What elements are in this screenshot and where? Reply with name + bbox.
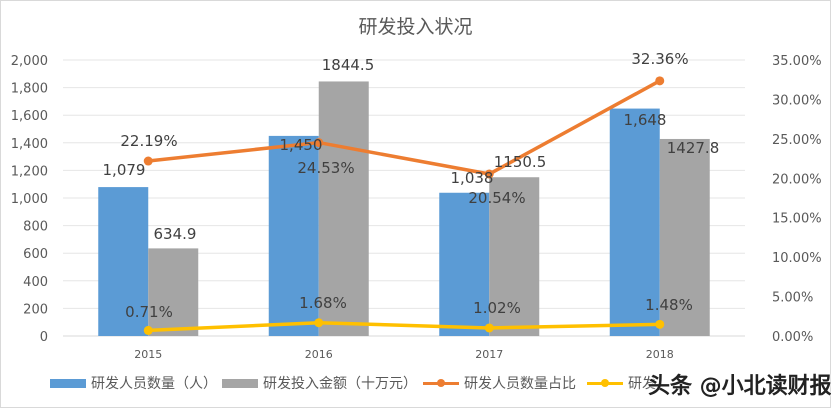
data-label: 1,038: [451, 169, 494, 187]
data-label: 1427.8: [667, 139, 720, 157]
data-label: 1.68%: [299, 294, 347, 312]
data-point-marker: [143, 325, 153, 335]
bar: [98, 187, 149, 336]
legend-swatch-gray: [222, 378, 258, 388]
bar-series: [98, 81, 710, 337]
data-label: 20.54%: [468, 189, 525, 207]
legend-item-investment-ratio[interactable]: 研发: [587, 372, 656, 394]
data-label: 1844.5: [322, 56, 375, 74]
left-tick-label: 800: [23, 220, 48, 235]
legend-label: 研发人员数量（人）: [91, 376, 217, 392]
left-tick-label: 2,000: [11, 54, 48, 69]
data-label: 1,450: [280, 136, 323, 154]
data-label: 0.71%: [125, 303, 173, 321]
bar: [268, 135, 319, 336]
bar: [318, 81, 369, 336]
right-axis-ticks: 0.00% 5.00% 10.00% 15.00% 20.00% 25.00% 30.00%…: [772, 54, 822, 345]
line-series: [143, 76, 665, 335]
x-axis-label: 2018: [646, 348, 674, 361]
left-axis-ticks: 0 200 400 600 800 1,000 1,200 1,400 1,600 1,800 2,…: [11, 54, 48, 345]
series-line: [148, 321, 660, 333]
data-labels: 1,079 1,450 1,038 1,648 634.9 1844.5 1150.5 142…: [103, 50, 720, 321]
data-label: 22.19%: [120, 132, 177, 150]
data-point-marker: [655, 319, 665, 329]
left-tick-label: 1,800: [11, 82, 48, 97]
x-axis-label: 2015: [134, 348, 162, 361]
data-label: 1.02%: [473, 299, 521, 317]
right-tick-label: 5.00%: [772, 291, 813, 306]
legend-label: 研发人员数量占比: [464, 376, 576, 392]
legend-swatch-yellow-line: [587, 378, 623, 387]
data-label: 1,648: [624, 111, 667, 129]
data-point-marker: [484, 169, 494, 179]
data-label: 1150.5: [494, 153, 547, 171]
bar: [489, 177, 540, 336]
x-axis-labels: 2015 2016 2017 2018: [134, 348, 674, 361]
legend-item-rd-investment[interactable]: 研发投入金额（十万元）: [222, 372, 417, 394]
data-label: 24.53%: [297, 159, 354, 177]
bar: [659, 138, 710, 336]
left-tick-label: 1,200: [11, 164, 48, 179]
data-point-marker: [314, 138, 324, 148]
bar: [609, 108, 660, 337]
data-point-marker: [655, 76, 665, 86]
legend-label: 研发: [628, 376, 656, 392]
data-label: 1.48%: [645, 296, 693, 314]
left-tick-label: 1,000: [11, 192, 48, 207]
legend-item-staff-ratio[interactable]: 研发人员数量占比: [423, 372, 576, 394]
data-point-marker: [143, 156, 153, 166]
legend-label: 研发投入金额（十万元）: [263, 376, 417, 392]
left-tick-label: 1,600: [11, 109, 48, 124]
left-tick-label: 1,400: [11, 137, 48, 152]
legend-item-rd-staff[interactable]: 研发人员数量（人）: [50, 372, 217, 394]
right-tick-label: 25.00%: [772, 133, 822, 148]
left-tick-label: 0: [40, 330, 48, 345]
series-line: [148, 79, 661, 176]
right-tick-label: 20.00%: [772, 172, 822, 187]
right-tick-label: 35.00%: [772, 54, 822, 69]
legend-swatch-orange-line: [423, 378, 459, 387]
data-label: 634.9: [154, 225, 197, 243]
watermark: 头条 @小北读财报: [648, 374, 831, 399]
bar: [148, 248, 199, 336]
left-tick-label: 400: [23, 275, 48, 290]
legend-swatch-blue: [50, 378, 86, 388]
data-point-marker: [314, 318, 324, 328]
bar: [439, 192, 490, 336]
legend: 研发人员数量（人） 研发投入金额（十万元） 研发人员数量占比 研发: [0, 372, 831, 394]
x-axis-label: 2017: [475, 348, 503, 361]
data-point-marker: [484, 323, 494, 333]
right-tick-label: 15.00%: [772, 212, 822, 227]
left-tick-label: 600: [23, 247, 48, 262]
x-axis-label: 2016: [305, 348, 333, 361]
data-label: 1,079: [103, 161, 146, 179]
chart-title: 研发投入状况: [358, 16, 473, 38]
right-tick-label: 0.00%: [772, 330, 813, 345]
left-tick-label: 200: [23, 302, 48, 317]
right-tick-label: 10.00%: [772, 251, 822, 266]
right-tick-label: 30.00%: [772, 93, 822, 108]
data-label: 32.36%: [631, 50, 688, 68]
